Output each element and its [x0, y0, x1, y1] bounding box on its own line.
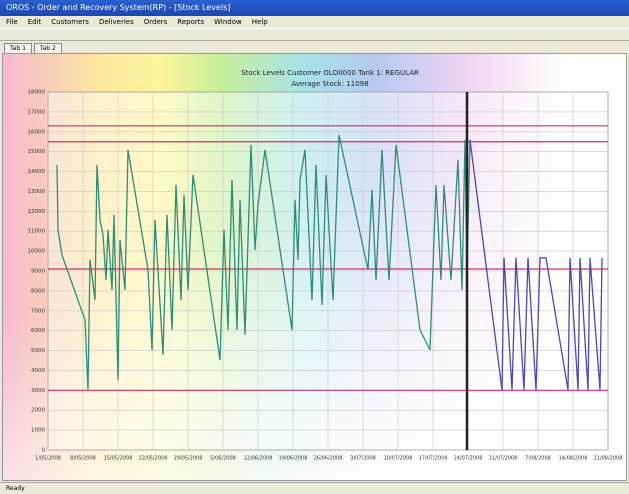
y-tick-label: 17000 — [28, 109, 46, 115]
y-tick-label: 12000 — [28, 209, 46, 215]
x-tick-label: 17/07/2008 — [419, 456, 448, 462]
y-tick-label: 11000 — [28, 229, 46, 235]
x-tick-label: 21/08/2008 — [594, 456, 623, 462]
y-tick-label: 6000 — [31, 328, 45, 334]
x-tick-label: 22/05/2008 — [139, 456, 168, 462]
x-tick-label: 7/08/2008 — [525, 456, 551, 462]
y-tick-label: 4000 — [31, 368, 45, 374]
app-window: OROS - Order and Recovery System(RP) - [… — [0, 0, 629, 494]
y-tick-label: 9000 — [31, 269, 45, 275]
y-tick-label: 3000 — [31, 388, 45, 394]
x-tick-label: 24/07/2008 — [454, 456, 483, 462]
y-tick-label: 13000 — [28, 189, 46, 195]
x-tick-label: 19/06/2008 — [279, 456, 308, 462]
x-tick-label: 14/08/2008 — [559, 456, 588, 462]
x-tick-label: 15/05/2008 — [104, 456, 133, 462]
x-tick-label: 1/05/2008 — [35, 456, 61, 462]
y-tick-label: 16000 — [28, 129, 46, 135]
y-tick-label: 2000 — [31, 408, 45, 414]
y-tick-label: 18000 — [28, 90, 46, 96]
x-tick-label: 3/07/2008 — [350, 456, 376, 462]
chart-subtitle: Average Stock: 11098 — [291, 80, 368, 88]
x-tick-label: 12/06/2008 — [244, 456, 273, 462]
x-tick-label: 26/06/2008 — [314, 456, 343, 462]
y-tick-label: 7000 — [31, 308, 45, 314]
y-tick-label: 8000 — [31, 288, 45, 294]
x-tick-label: 5/06/2008 — [210, 456, 236, 462]
y-tick-label: 0 — [42, 448, 46, 454]
x-tick-label: 8/05/2008 — [70, 456, 96, 462]
y-tick-label: 10000 — [28, 249, 46, 255]
chart-title: Stock Levels Customer OLD0000 Tank 1: RE… — [241, 69, 419, 77]
x-tick-label: 29/05/2008 — [174, 456, 203, 462]
y-tick-label: 15000 — [28, 149, 46, 155]
x-tick-label: 10/07/2008 — [384, 456, 413, 462]
x-tick-label: 31/07/2008 — [489, 456, 518, 462]
chart: Stock Levels Customer OLD0000 Tank 1: RE… — [0, 0, 629, 494]
y-tick-label: 14000 — [28, 169, 46, 175]
y-tick-label: 5000 — [31, 348, 45, 354]
y-tick-label: 1000 — [31, 428, 45, 434]
